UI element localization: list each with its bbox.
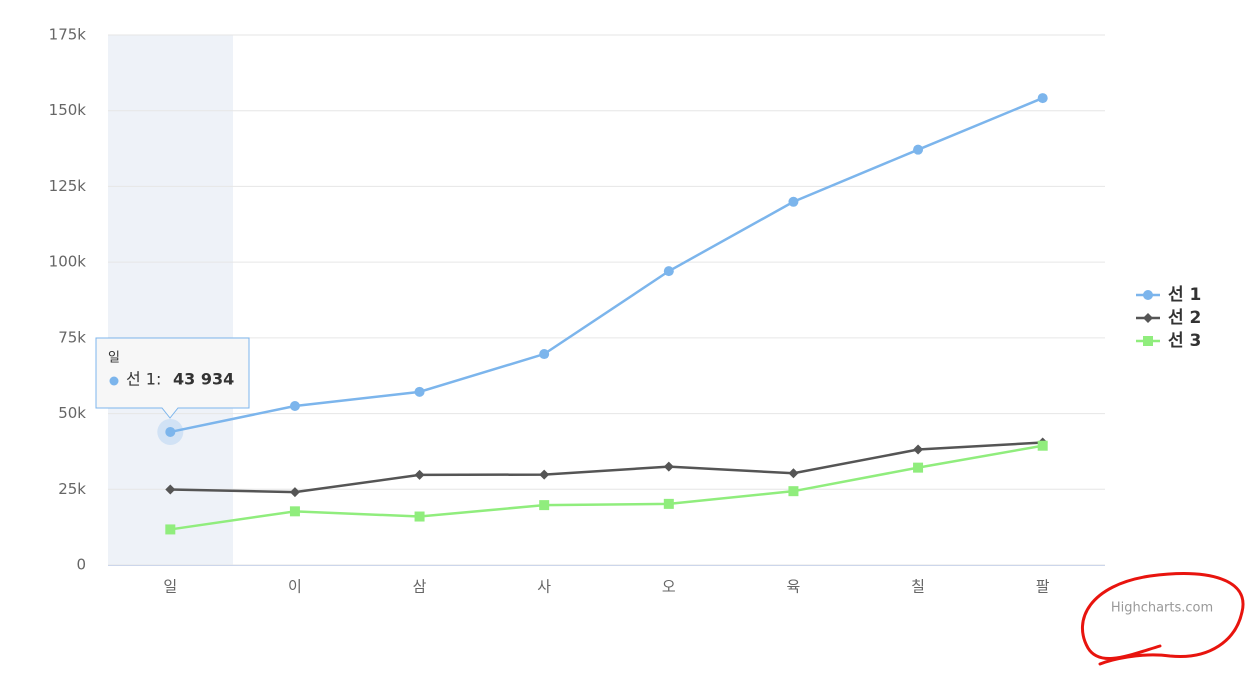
x-tick-label: 오 [662,578,676,596]
tooltip-marker [109,376,119,386]
y-tick-label: 25k [58,480,86,498]
annotation-scribble [1081,572,1245,666]
legend: 선 1 선 2 선 3 [1136,285,1201,351]
data-point [414,469,425,480]
data-point [289,487,300,498]
plot [157,93,1048,535]
tooltip-value: 43 934 [173,370,234,389]
data-point [165,426,176,437]
series-line [170,441,1043,494]
x-tick-label: 이 [288,578,302,596]
data-point [913,462,924,473]
data-point [414,386,425,397]
y-tick-label: 125k [49,177,87,195]
y-tick-label: 175k [49,26,87,44]
x-tick-label: 육 [787,578,801,596]
y-tick-label: 75k [58,328,86,346]
data-point [539,349,550,360]
series-line [170,96,1044,434]
data-point [289,506,300,517]
y-tick-label: 50k [58,404,86,422]
data-point [663,498,674,509]
tooltip-series: 선 1: [126,370,161,389]
tooltip: 일 선 1: 43 934 [95,337,250,419]
data-point [788,196,799,207]
tooltip-box [95,337,250,419]
data-point [165,524,176,535]
data-point [788,468,799,479]
data-point [289,400,300,411]
data-point [663,461,674,472]
data-point [539,469,550,480]
data-point [913,444,924,455]
data-point [788,486,799,497]
x-tick-label: 일 [163,578,177,596]
legend-marker [1143,290,1153,300]
data-point [1037,93,1048,104]
y-tick-label: 0 [76,556,86,574]
x-tick-label: 삼 [413,578,427,596]
legend-label: 선 2 [1168,308,1201,328]
x-tick-label: 팔 [1036,578,1050,596]
credits[interactable]: Highcharts.com [1111,601,1213,616]
x-tick-label: 칠 [911,578,925,596]
legend-label: 선 1 [1168,285,1201,305]
data-point [539,500,550,511]
legend-marker [1143,336,1153,346]
data-point [913,144,924,155]
y-tick-label: 150k [49,101,87,119]
data-point [414,511,425,522]
tooltip-header: 일 [108,351,120,366]
data-point [663,266,674,277]
data-point [165,484,176,495]
legend-marker [1143,313,1153,323]
y-tick-label: 100k [49,253,87,271]
x-tick-label: 사 [537,578,551,596]
series-line [170,444,1043,531]
legend-label: 선 3 [1168,331,1201,351]
data-point [1037,440,1048,451]
hover-band [108,35,233,565]
